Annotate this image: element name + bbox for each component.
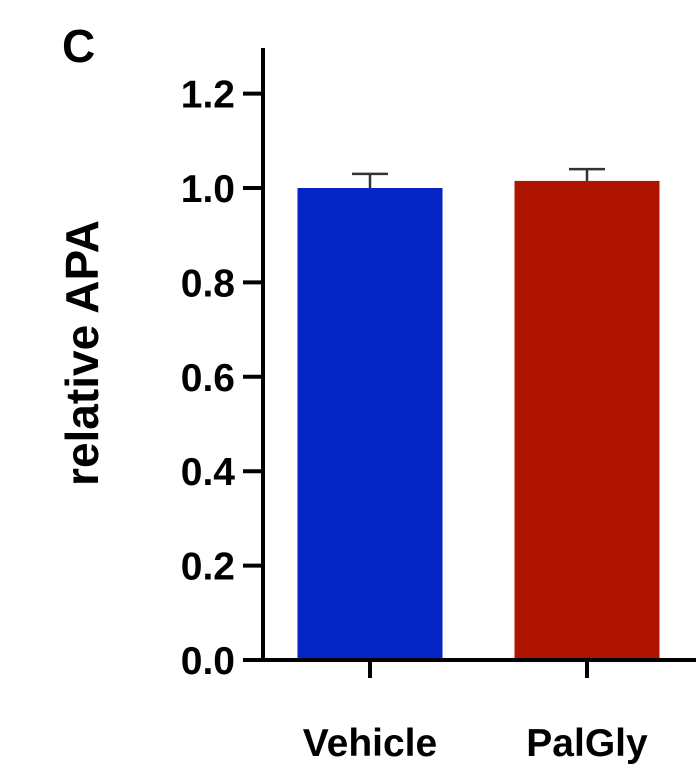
error-bar-vehicle [352, 172, 388, 188]
y-tick-label: 1.2 [181, 74, 235, 117]
y-tick-label: 0.6 [181, 357, 235, 400]
y-ticks-layer: 0.0 0.2 0.4 0.6 0.8 1.0 1.2 [181, 74, 263, 683]
x-ticks-layer: Vehicle PalGly [303, 660, 648, 765]
bar-vehicle [297, 188, 443, 660]
bar-palgly [514, 180, 660, 661]
y-tick-label: 0.8 [181, 262, 235, 305]
y-tick-label: 0.0 [181, 640, 235, 683]
y-tick-label: 1.0 [181, 168, 235, 211]
x-category-label: PalGly [526, 722, 648, 765]
bars-layer [297, 180, 660, 661]
panel-label: C [62, 20, 95, 72]
y-axis-title: relative APA [56, 220, 108, 486]
error-bars-layer [352, 167, 605, 188]
y-tick-label: 0.2 [181, 546, 235, 589]
y-tick-label: 0.4 [181, 451, 236, 494]
x-category-label: Vehicle [303, 722, 437, 765]
error-bar-palgly [569, 167, 605, 181]
